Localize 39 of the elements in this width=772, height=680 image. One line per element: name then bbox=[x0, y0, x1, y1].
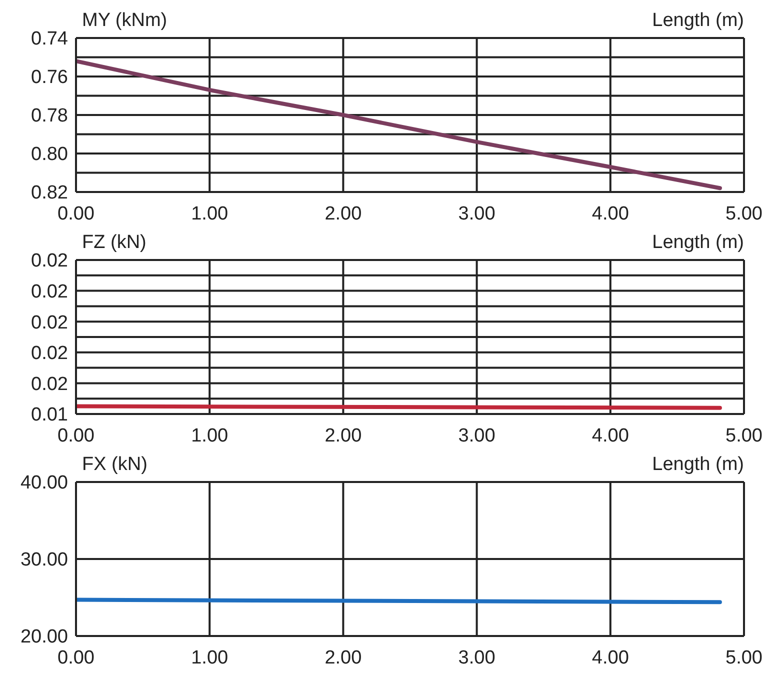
y-tick-label: 0.82 bbox=[31, 182, 68, 204]
x-tick-label: 3.00 bbox=[458, 203, 496, 224]
y-axis-title: MY (kNm) bbox=[82, 10, 168, 32]
y-axis-title: FX (kN) bbox=[82, 454, 148, 476]
x-axis-title: Length (m) bbox=[652, 232, 744, 254]
y-tick-label: 0.78 bbox=[31, 106, 68, 127]
x-tick-label: 0.00 bbox=[58, 203, 94, 224]
x-tick-label: 4.00 bbox=[592, 425, 629, 446]
y-tick-label: 0.01 bbox=[31, 404, 68, 426]
y-tick-label: 0.02 bbox=[31, 250, 68, 272]
y-tick-label: 0.74 bbox=[31, 28, 68, 50]
x-tick-label: 5.00 bbox=[726, 203, 762, 224]
y-tick-label: 30.00 bbox=[20, 550, 68, 571]
x-tick-label: 5.00 bbox=[726, 647, 762, 668]
x-tick-label: 3.00 bbox=[458, 425, 496, 446]
x-tick-label: 2.00 bbox=[324, 425, 362, 446]
x-tick-label: 5.00 bbox=[726, 425, 762, 446]
y-tick-label: 0.02 bbox=[31, 312, 68, 334]
y-tick-label: 40.00 bbox=[20, 472, 68, 494]
y-tick-label: 0.02 bbox=[31, 343, 68, 364]
y-tick-label: 0.80 bbox=[31, 144, 68, 166]
x-tick-label: 1.00 bbox=[191, 203, 228, 224]
x-tick-label: 4.00 bbox=[592, 647, 629, 668]
y-axis-title: FZ (kN) bbox=[82, 232, 146, 254]
y-tick-label: 0.02 bbox=[31, 374, 68, 395]
x-axis-title: Length (m) bbox=[652, 10, 744, 32]
x-tick-label: 3.00 bbox=[458, 647, 496, 668]
x-tick-label: 1.00 bbox=[191, 425, 228, 446]
y-tick-label: 20.00 bbox=[20, 626, 68, 648]
y-tick-label: 0.76 bbox=[31, 67, 68, 88]
x-tick-label: 1.00 bbox=[191, 647, 228, 668]
x-tick-label: 4.00 bbox=[592, 203, 629, 224]
line-series bbox=[76, 59, 722, 190]
x-tick-label: 0.00 bbox=[58, 425, 94, 446]
x-axis-title: Length (m) bbox=[652, 454, 744, 476]
x-tick-label: 0.00 bbox=[58, 647, 94, 668]
y-tick-label: 0.02 bbox=[31, 282, 68, 303]
x-tick-label: 2.00 bbox=[324, 647, 362, 668]
x-tick-label: 2.00 bbox=[324, 203, 362, 224]
